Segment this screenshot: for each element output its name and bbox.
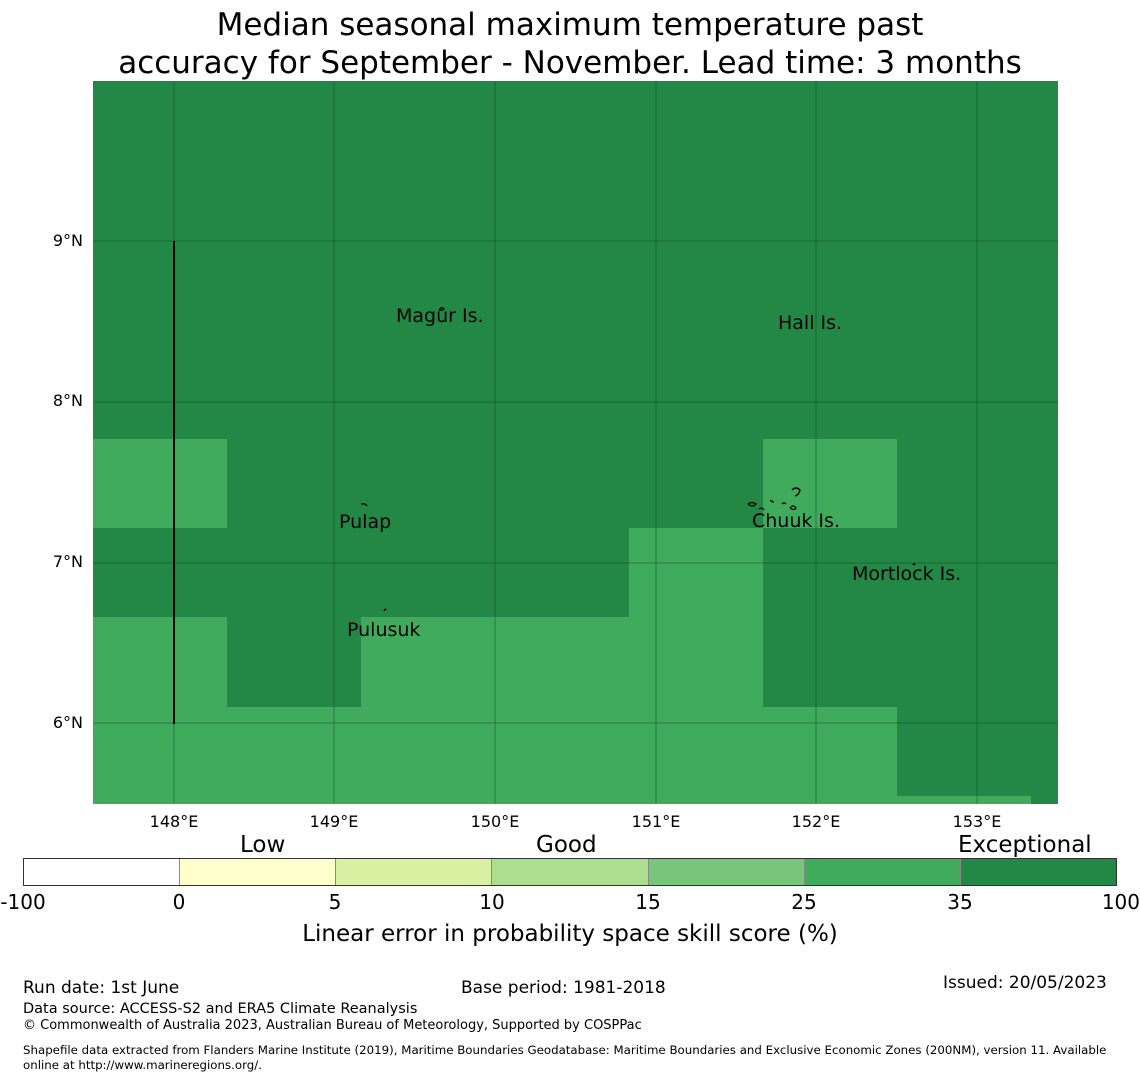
shapefile-credit-line-2: online at http://www.marineregions.org/.: [23, 1058, 262, 1072]
lon-tick-151e: 151°E: [631, 812, 681, 831]
colorbar-segment: [180, 859, 337, 885]
lat-tick-8n: 8°N: [52, 391, 83, 410]
lon-tick-152e: 152°E: [791, 812, 841, 831]
island-pulap: [360, 503, 368, 507]
island-mortlock: [912, 562, 916, 566]
lon-tick-153e: 153°E: [952, 812, 1002, 831]
region-chuuk: [763, 439, 897, 528]
skill-map-svg: [93, 81, 1058, 804]
title-line-2: accuracy for September - November. Lead …: [118, 45, 1022, 81]
colorbar-segment: [960, 859, 1116, 885]
colorbar-segment: [492, 859, 649, 885]
colorbar-tick: -100: [0, 890, 46, 914]
gridlines: [93, 81, 1058, 804]
region-south-2: [361, 617, 629, 804]
region-west-upper: [93, 439, 227, 528]
colorbar-segment: [24, 859, 181, 885]
shapefile-credit-line-1: Shapefile data extracted from Flanders M…: [23, 1043, 1107, 1057]
copyright: © Commonwealth of Australia 2023, Austra…: [23, 1018, 642, 1033]
issued-date: Issued: 20/05/2023: [943, 973, 1107, 993]
region-south-3: [629, 528, 763, 804]
lon-tick-149e: 149°E: [309, 812, 359, 831]
place-hall: Hall Is.: [778, 312, 843, 334]
lat-tick-6n: 6°N: [52, 713, 83, 732]
colorbar-category-good: Good: [536, 832, 597, 858]
colorbar-segment: [804, 859, 961, 885]
run-date: Run date: 1st June: [23, 978, 180, 998]
skill-map: [93, 81, 1058, 804]
island-chuuk: [747, 487, 801, 511]
colorbar-tick: 35: [947, 890, 973, 914]
region-south-1: [227, 707, 361, 804]
colorbar-label: Linear error in probability space skill …: [302, 921, 838, 947]
colorbar-tick: 10: [479, 890, 505, 914]
colorbar-tick: 15: [635, 890, 661, 914]
colorbar-tick: 5: [328, 890, 342, 914]
place-magur: Magur Is.: [396, 305, 484, 327]
lon-tick-150e: 150°E: [470, 812, 520, 831]
colorbar-tick: 25: [791, 890, 817, 914]
region-south-edge: [897, 796, 1031, 804]
lat-tick-7n: 7°N: [52, 552, 83, 571]
chart-title: Median seasonal maximum temperature past…: [0, 6, 1140, 82]
colorbar: [23, 858, 1117, 886]
colorbar-segment: [648, 859, 805, 885]
place-chuuk: Chuuk Is.: [752, 510, 840, 532]
island-pulusuk: [383, 608, 387, 612]
colorbar-tick: 100: [1101, 890, 1140, 914]
colorbar-category-exceptional: Exceptional: [958, 832, 1092, 858]
title-line-1: Median seasonal maximum temperature past: [216, 7, 924, 43]
good-skill-regions: [93, 439, 1031, 804]
region-southwest: [93, 617, 227, 804]
data-source: Data source: ACCESS-S2 and ERA5 Climate …: [23, 1001, 418, 1017]
base-period: Base period: 1981-2018: [461, 978, 666, 998]
island-outlines: [360, 307, 916, 612]
lon-tick-148e: 148°E: [149, 812, 199, 831]
lat-tick-9n: 9°N: [52, 231, 83, 250]
place-pulusuk: Pulusuk: [347, 619, 421, 641]
island-magur: [438, 307, 445, 311]
colorbar-segment: [336, 859, 493, 885]
region-south-4: [763, 707, 897, 804]
place-pulap: Pulap: [339, 511, 392, 533]
colorbar-category-low: Low: [240, 832, 286, 858]
colorbar-tick: 0: [172, 890, 186, 914]
place-mortlock: Mortlock Is.: [852, 563, 962, 585]
